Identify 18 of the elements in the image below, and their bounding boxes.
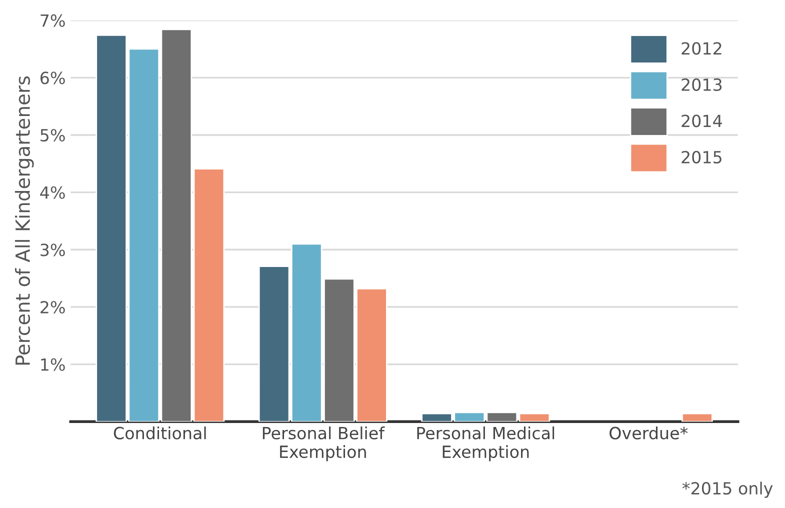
legend-label: 2015 xyxy=(682,150,722,164)
x-tick-label: Personal Belief Exemption xyxy=(262,426,385,462)
y-tick-label: 2% xyxy=(40,300,65,314)
y-tick-label: 6% xyxy=(40,72,65,84)
legend-label: 2014 xyxy=(682,114,722,128)
y-tick-label: 1% xyxy=(41,358,65,371)
y-tick-label: 3% xyxy=(40,244,65,256)
y-axis-title: Percent of All Kindergarteners xyxy=(14,76,34,365)
y-tick-label: 5% xyxy=(40,128,65,142)
legend-label: 2013 xyxy=(682,78,722,91)
text: *2015 only xyxy=(682,482,773,498)
x-tick-label: Overdue* xyxy=(610,426,688,440)
y-tick-label: 4% xyxy=(40,186,65,199)
y-tick-label: 7% xyxy=(40,14,65,27)
x-tick-label: Conditional xyxy=(114,426,206,440)
bar xyxy=(682,412,713,422)
x-tick-label: Personal Medical Exemption xyxy=(417,426,554,462)
legend-label: 2012 xyxy=(682,42,722,55)
